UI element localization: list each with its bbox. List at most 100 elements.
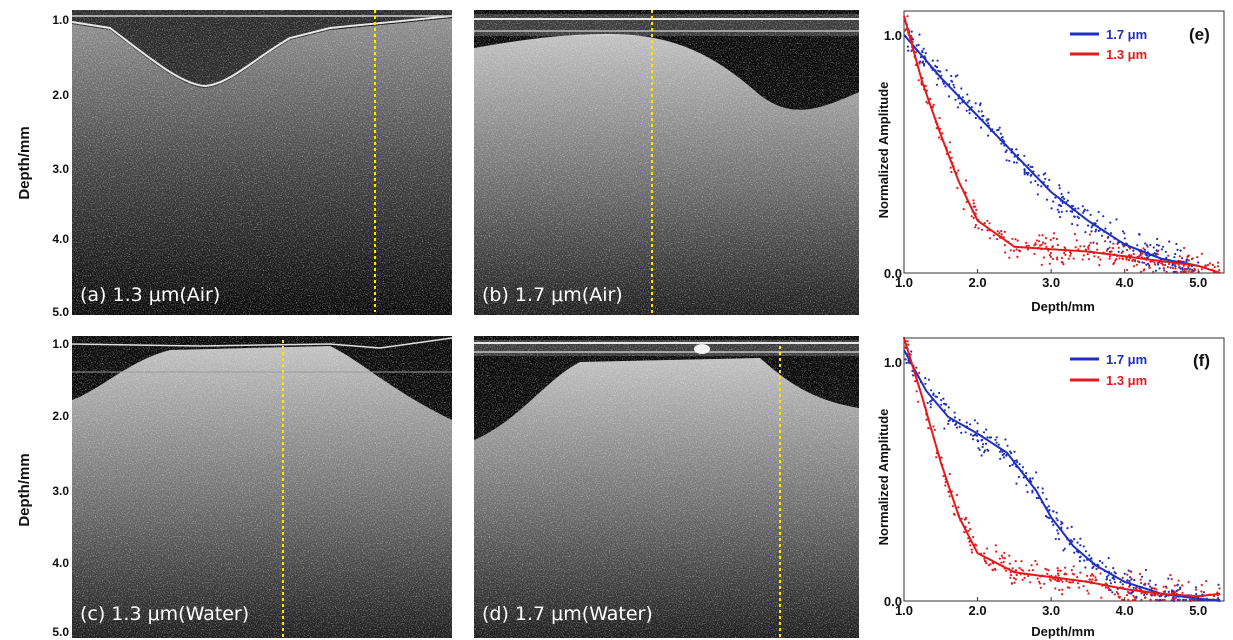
data-point-17 <box>1128 580 1131 583</box>
data-point-13 <box>1068 581 1071 584</box>
data-point-17 <box>943 402 946 405</box>
data-point-13 <box>1171 267 1175 270</box>
data-point-17 <box>1067 191 1070 194</box>
data-point-17 <box>938 70 941 73</box>
data-point-17 <box>1005 149 1008 152</box>
data-point-17 <box>1135 595 1138 598</box>
data-point-13 <box>1175 270 1178 273</box>
data-point-13 <box>1056 243 1059 247</box>
data-point-17 <box>987 449 990 452</box>
data-point-17 <box>1025 472 1028 475</box>
data-point-17 <box>921 49 924 53</box>
data-point-13 <box>1166 265 1169 269</box>
data-point-13 <box>1048 262 1051 265</box>
data-point-13 <box>994 544 997 547</box>
data-point-17 <box>1025 171 1028 174</box>
data-point-17 <box>960 87 963 90</box>
data-point-17 <box>1044 177 1047 180</box>
depth-ticks-top: 1.0 2.0 3.0 4.0 5.0 <box>52 13 69 319</box>
data-point-17 <box>1168 240 1171 243</box>
data-point-13 <box>1009 249 1012 252</box>
data-point-13 <box>1098 264 1101 267</box>
data-point-13 <box>1040 263 1043 266</box>
data-point-17 <box>1102 215 1105 218</box>
data-point-13 <box>1211 263 1214 266</box>
data-point-13 <box>986 547 989 550</box>
data-point-13 <box>1065 579 1068 583</box>
data-point-13 <box>1147 582 1150 585</box>
data-point-17 <box>1089 213 1092 216</box>
data-point-13 <box>1025 244 1028 247</box>
data-point-17 <box>1023 171 1026 174</box>
data-point-17 <box>1127 569 1130 572</box>
data-point-17 <box>953 86 956 89</box>
data-point-17 <box>1060 192 1063 195</box>
data-point-13 <box>1164 263 1167 267</box>
data-point-17 <box>1011 463 1014 466</box>
x-tick-label: 3.0 <box>1042 275 1060 290</box>
data-point-13 <box>1073 233 1076 236</box>
data-point-13 <box>1074 246 1077 249</box>
data-point-13 <box>977 227 980 230</box>
data-point-17 <box>974 116 977 120</box>
data-point-17 <box>1141 261 1144 264</box>
data-point-17 <box>1086 209 1089 212</box>
data-point-17 <box>945 69 948 72</box>
data-point-13 <box>1132 258 1135 261</box>
data-point-13 <box>1108 257 1111 260</box>
data-point-13 <box>1012 249 1016 252</box>
data-point-17 <box>1195 592 1198 596</box>
data-point-17 <box>968 99 971 102</box>
data-point-13 <box>1127 598 1130 601</box>
data-point-13 <box>1000 554 1004 557</box>
data-point-13 <box>1054 587 1057 590</box>
data-point-17 <box>929 406 932 409</box>
data-point-17 <box>1069 539 1073 542</box>
data-point-13 <box>1042 256 1045 259</box>
data-point-17 <box>942 397 945 400</box>
data-point-17 <box>1073 538 1076 541</box>
data-point-13 <box>926 102 929 105</box>
data-point-17 <box>917 43 920 47</box>
data-point-13 <box>1072 565 1075 568</box>
data-point-13 <box>1177 579 1180 582</box>
data-point-13 <box>1056 569 1060 572</box>
data-point-17 <box>1058 187 1061 190</box>
data-point-13 <box>1117 246 1120 249</box>
data-point-17 <box>973 434 976 437</box>
data-point-13 <box>906 15 909 18</box>
data-point-17 <box>947 406 950 409</box>
data-point-17 <box>1104 565 1107 568</box>
data-point-13 <box>1020 568 1023 571</box>
data-point-17 <box>1015 148 1018 151</box>
data-point-13 <box>1095 242 1099 245</box>
data-point-17 <box>966 93 969 96</box>
data-point-13 <box>1157 249 1160 252</box>
data-point-13 <box>1053 232 1056 235</box>
oct-panel-b: (b) 1.7 μm(Air) <box>474 10 859 315</box>
data-point-13 <box>1143 268 1146 271</box>
data-point-17 <box>1174 265 1177 268</box>
data-point-13 <box>1051 257 1054 261</box>
data-point-17 <box>1105 575 1109 579</box>
data-point-17 <box>1098 559 1101 563</box>
data-point-13 <box>1003 230 1006 233</box>
data-point-17 <box>1054 537 1057 541</box>
data-point-17 <box>1023 154 1026 157</box>
data-point-17 <box>1017 153 1020 157</box>
data-point-13 <box>964 516 968 519</box>
data-point-17 <box>956 74 959 77</box>
data-point-17 <box>1109 240 1112 243</box>
data-point-13 <box>1217 261 1220 264</box>
data-point-13 <box>1020 560 1023 563</box>
data-point-17 <box>1170 589 1174 592</box>
data-point-17 <box>1084 550 1087 553</box>
data-point-13 <box>1057 574 1060 577</box>
data-point-17 <box>1058 538 1061 541</box>
data-point-13 <box>967 529 970 533</box>
data-point-17 <box>1013 161 1016 164</box>
data-point-13 <box>1096 248 1099 251</box>
data-point-17 <box>1182 598 1185 601</box>
data-point-17 <box>929 400 932 403</box>
data-point-17 <box>1148 264 1151 267</box>
